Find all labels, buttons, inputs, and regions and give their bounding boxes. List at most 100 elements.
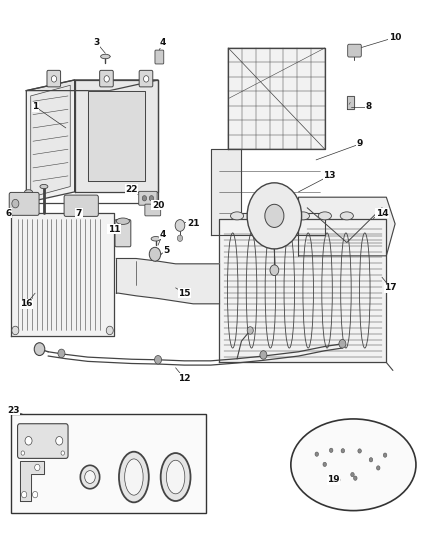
Text: 15: 15 xyxy=(178,289,190,297)
Text: 6: 6 xyxy=(6,209,12,217)
Circle shape xyxy=(21,451,25,455)
Text: 4: 4 xyxy=(159,230,165,239)
Circle shape xyxy=(247,327,253,334)
Polygon shape xyxy=(116,259,219,304)
Circle shape xyxy=(12,199,19,208)
Circle shape xyxy=(143,76,148,82)
Polygon shape xyxy=(346,96,353,109)
Circle shape xyxy=(340,449,344,453)
Circle shape xyxy=(350,472,353,477)
Circle shape xyxy=(357,449,360,453)
FancyBboxPatch shape xyxy=(138,191,157,205)
Ellipse shape xyxy=(274,212,287,220)
Text: 5: 5 xyxy=(163,246,170,255)
Text: 11: 11 xyxy=(108,225,120,233)
Ellipse shape xyxy=(296,212,309,220)
Text: 14: 14 xyxy=(375,209,387,217)
Circle shape xyxy=(336,478,339,482)
FancyBboxPatch shape xyxy=(139,70,152,87)
Ellipse shape xyxy=(124,459,143,495)
Circle shape xyxy=(368,458,372,462)
Ellipse shape xyxy=(25,190,32,194)
Circle shape xyxy=(106,326,113,335)
Polygon shape xyxy=(219,219,385,362)
Circle shape xyxy=(353,476,356,480)
Circle shape xyxy=(154,356,161,364)
Circle shape xyxy=(35,464,40,471)
Circle shape xyxy=(21,491,27,498)
Circle shape xyxy=(58,349,65,358)
Circle shape xyxy=(61,451,64,455)
Text: 10: 10 xyxy=(388,33,400,42)
Polygon shape xyxy=(228,48,324,149)
Circle shape xyxy=(322,462,326,466)
Text: 9: 9 xyxy=(356,140,362,148)
Circle shape xyxy=(12,326,19,335)
Circle shape xyxy=(56,437,63,445)
Circle shape xyxy=(177,235,182,241)
Text: 13: 13 xyxy=(322,172,335,180)
Polygon shape xyxy=(20,461,44,501)
Polygon shape xyxy=(74,80,158,192)
Polygon shape xyxy=(26,80,74,203)
Circle shape xyxy=(80,465,99,489)
FancyBboxPatch shape xyxy=(155,50,163,64)
Ellipse shape xyxy=(119,452,148,502)
Circle shape xyxy=(259,351,266,359)
Ellipse shape xyxy=(40,184,48,189)
Circle shape xyxy=(51,76,57,82)
Circle shape xyxy=(85,471,95,483)
Text: 4: 4 xyxy=(159,38,165,47)
Text: 19: 19 xyxy=(327,475,339,484)
Circle shape xyxy=(34,343,45,356)
Ellipse shape xyxy=(116,218,129,224)
Ellipse shape xyxy=(290,419,415,511)
Ellipse shape xyxy=(100,54,110,59)
Circle shape xyxy=(142,196,146,201)
FancyBboxPatch shape xyxy=(99,70,113,87)
Text: 16: 16 xyxy=(20,300,32,308)
Ellipse shape xyxy=(252,212,265,220)
FancyBboxPatch shape xyxy=(64,195,98,216)
Polygon shape xyxy=(31,85,70,197)
Text: 3: 3 xyxy=(93,38,99,47)
Text: 20: 20 xyxy=(152,201,164,209)
Ellipse shape xyxy=(339,212,353,220)
Circle shape xyxy=(314,452,318,456)
FancyBboxPatch shape xyxy=(115,220,131,247)
FancyBboxPatch shape xyxy=(145,204,160,216)
Text: 21: 21 xyxy=(187,220,199,228)
Ellipse shape xyxy=(160,453,190,501)
Polygon shape xyxy=(298,197,394,256)
Polygon shape xyxy=(88,91,145,181)
Circle shape xyxy=(149,247,160,261)
Circle shape xyxy=(328,448,332,453)
Polygon shape xyxy=(11,213,114,336)
Circle shape xyxy=(175,220,184,231)
Circle shape xyxy=(32,491,38,498)
Circle shape xyxy=(104,76,109,82)
FancyBboxPatch shape xyxy=(347,44,360,57)
Circle shape xyxy=(149,196,153,201)
Text: 7: 7 xyxy=(76,209,82,217)
Polygon shape xyxy=(210,149,324,235)
Ellipse shape xyxy=(166,460,184,494)
Circle shape xyxy=(247,183,301,249)
FancyBboxPatch shape xyxy=(18,424,68,458)
Text: 22: 22 xyxy=(125,185,138,193)
Text: 12: 12 xyxy=(178,374,190,383)
Polygon shape xyxy=(26,80,158,91)
Circle shape xyxy=(264,204,283,228)
Circle shape xyxy=(338,340,345,348)
Ellipse shape xyxy=(151,237,160,241)
Text: 8: 8 xyxy=(365,102,371,111)
FancyBboxPatch shape xyxy=(11,414,206,513)
Text: 23: 23 xyxy=(7,406,19,415)
Circle shape xyxy=(25,437,32,445)
Text: 17: 17 xyxy=(384,284,396,292)
Text: 1: 1 xyxy=(32,102,38,111)
Ellipse shape xyxy=(318,212,331,220)
Circle shape xyxy=(376,466,379,470)
FancyBboxPatch shape xyxy=(9,192,39,215)
Circle shape xyxy=(382,453,386,457)
